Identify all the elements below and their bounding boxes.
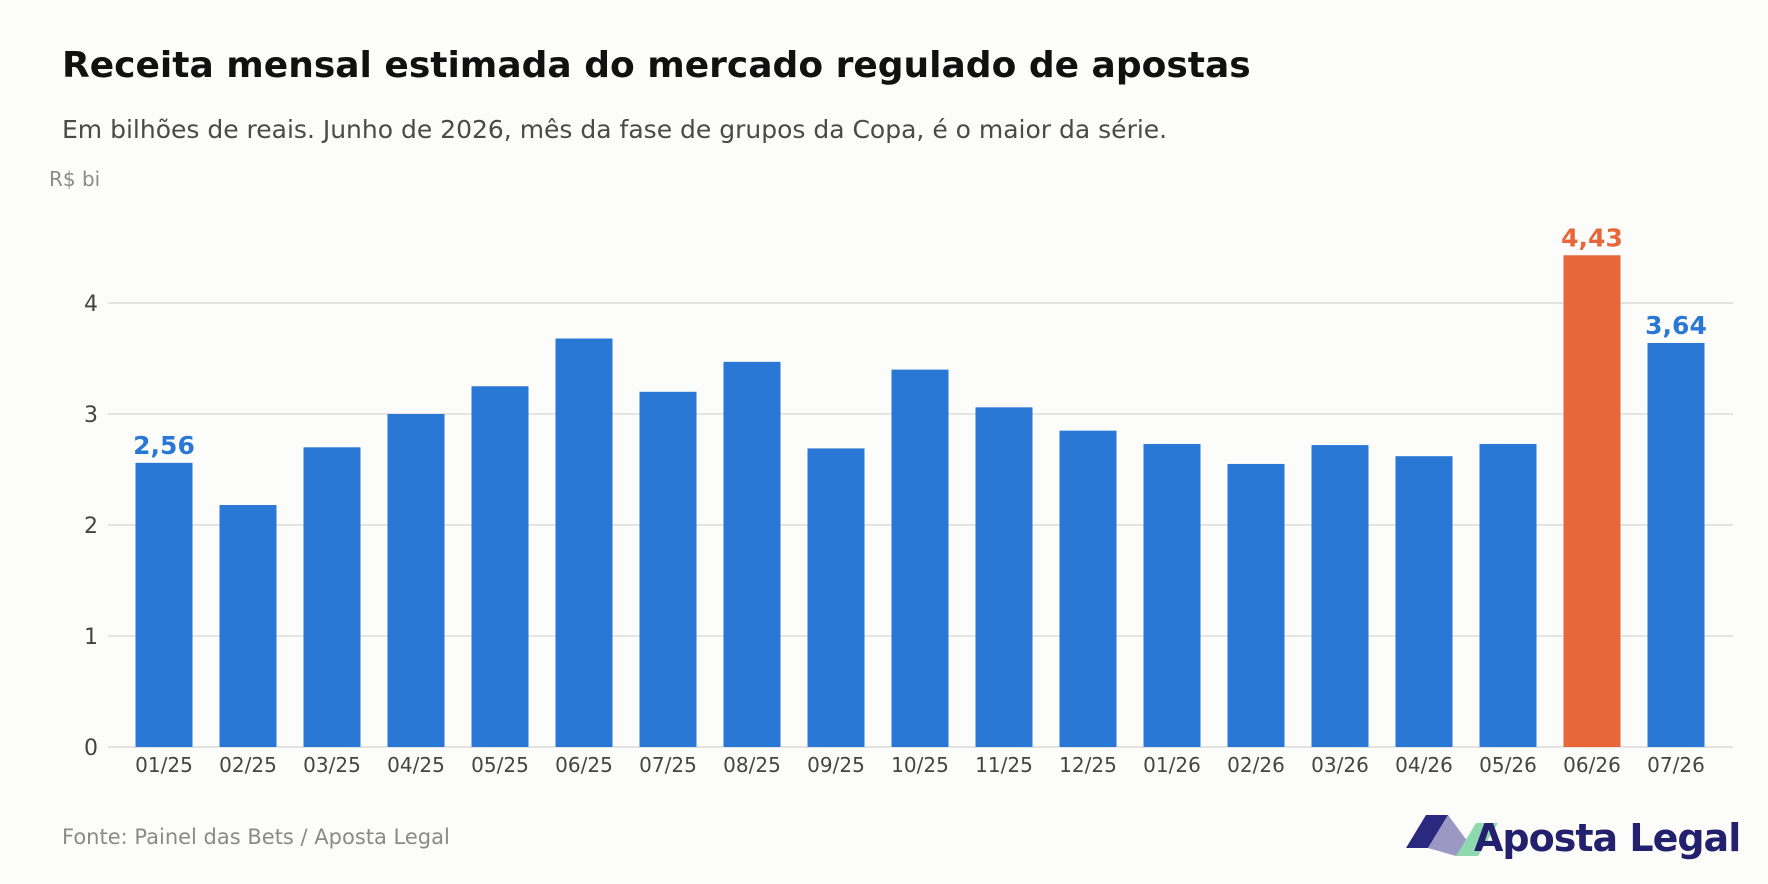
x-tick-label: 08/25 (723, 753, 781, 777)
bars (135, 255, 1705, 747)
y-tick-label: 4 (84, 292, 98, 317)
y-axis-ticks: 0 1 2 3 4 (84, 292, 98, 761)
x-axis-ticks: 01/25 02/25 03/25 04/25 05/25 06/25 07/25 08/25… (135, 753, 1705, 777)
bar-01/25 (135, 462, 193, 747)
x-tick-label: 02/25 (219, 753, 277, 777)
x-tick-label: 01/25 (135, 753, 193, 777)
x-tick-label: 04/26 (1395, 753, 1453, 777)
bar-02/26 (1227, 463, 1285, 747)
bar-02/25 (219, 505, 277, 747)
bar-08/25 (723, 361, 781, 747)
data-label: 2,56 (133, 431, 195, 460)
data-labels: 2,56 4,43 3,64 (133, 223, 1707, 460)
bar-07/26 (1647, 342, 1705, 747)
source-note: Fonte: Painel das Bets / Aposta Legal (62, 825, 450, 849)
x-tick-label: 09/25 (807, 753, 865, 777)
aposta-legal-logo: Aposta Legal (1406, 815, 1741, 860)
y-tick-label: 1 (84, 625, 98, 650)
bar-12/25 (1059, 430, 1117, 747)
bar-04/25 (387, 414, 445, 747)
x-tick-label: 07/26 (1647, 753, 1705, 777)
bar-04/26 (1395, 456, 1453, 747)
bar-09/25 (807, 448, 865, 747)
x-tick-label: 05/25 (471, 753, 529, 777)
logo-wordmark: Aposta Legal (1474, 816, 1740, 860)
x-tick-label: 03/25 (303, 753, 361, 777)
y-tick-label: 3 (84, 403, 98, 428)
bar-05/26 (1479, 443, 1537, 747)
bar-06/25 (555, 338, 613, 747)
y-tick-label: 0 (84, 736, 98, 761)
x-tick-label: 02/26 (1227, 753, 1285, 777)
bar-01/26 (1143, 443, 1201, 747)
x-tick-label: 07/25 (639, 753, 697, 777)
data-label: 3,64 (1645, 311, 1707, 340)
x-tick-label: 03/26 (1311, 753, 1369, 777)
x-tick-label: 04/25 (387, 753, 445, 777)
y-axis-unit-label: R$ bi (49, 167, 100, 191)
bar-06/26 (1563, 255, 1621, 747)
y-tick-label: 2 (84, 514, 98, 539)
x-tick-label: 06/26 (1563, 753, 1621, 777)
bar-03/25 (303, 447, 361, 747)
x-tick-label: 05/26 (1479, 753, 1537, 777)
chart-title: Receita mensal estimada do mercado regul… (62, 45, 1251, 86)
bar-03/26 (1311, 445, 1369, 747)
x-tick-label: 11/25 (975, 753, 1033, 777)
chart-subtitle: Em bilhões de reais. Junho de 2026, mês … (62, 115, 1167, 144)
x-tick-label: 01/26 (1143, 753, 1201, 777)
x-tick-label: 10/25 (891, 753, 949, 777)
bar-10/25 (891, 369, 949, 747)
aposta-legal-logo-icon (1406, 815, 1498, 856)
bar-07/25 (639, 391, 697, 747)
x-tick-label: 06/25 (555, 753, 613, 777)
x-tick-label: 12/25 (1059, 753, 1117, 777)
bar-11/25 (975, 407, 1033, 747)
bar-05/25 (471, 386, 529, 747)
data-label: 4,43 (1561, 223, 1623, 252)
